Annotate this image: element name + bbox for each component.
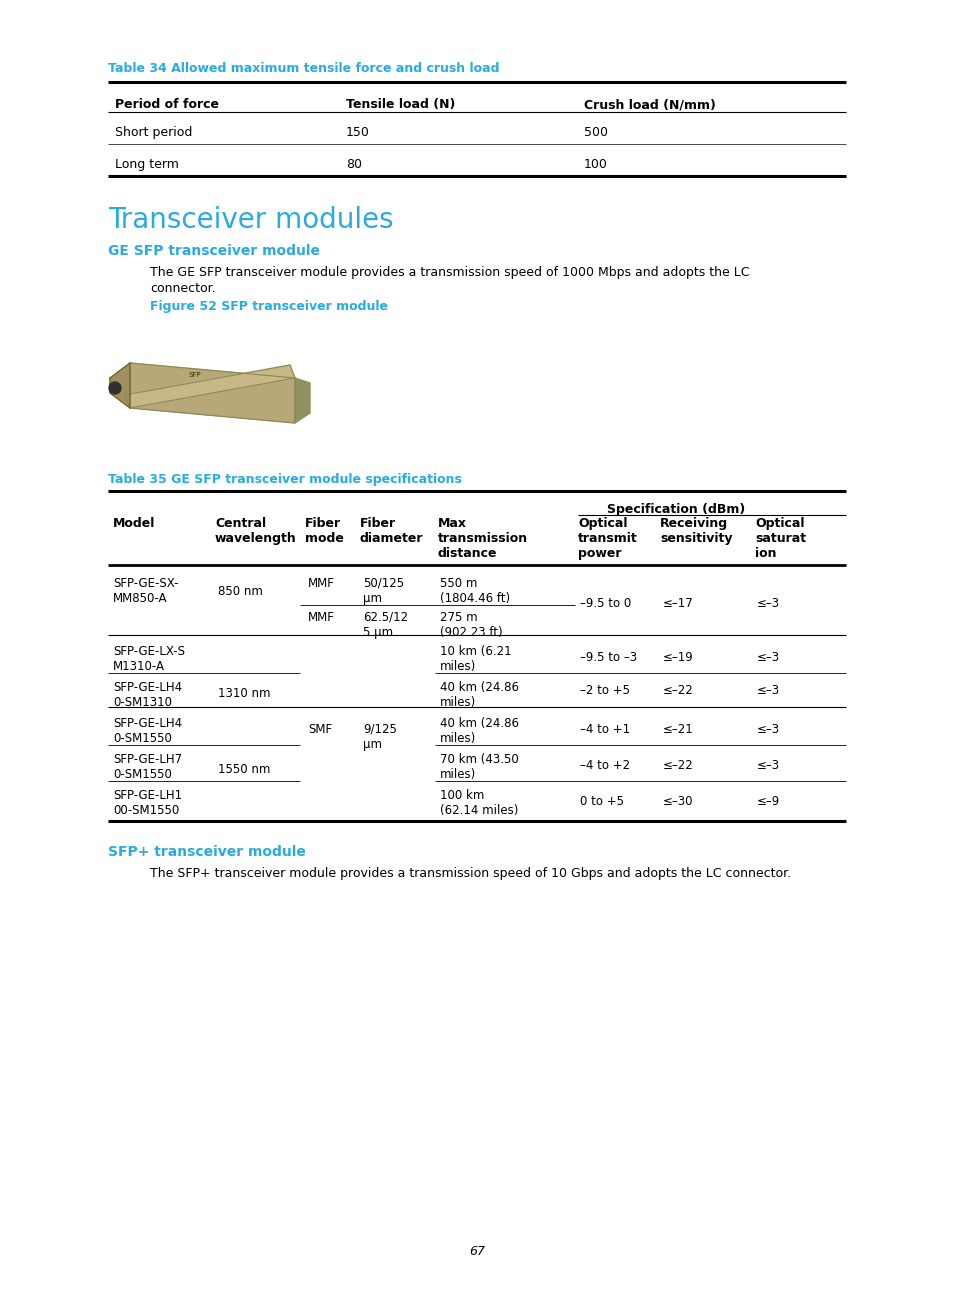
Text: Max
transmission
distance: Max transmission distance [437, 517, 528, 560]
Text: Period of force: Period of force [115, 98, 219, 111]
Text: Specification (dBm): Specification (dBm) [606, 503, 744, 516]
Text: –4 to +1: –4 to +1 [579, 723, 630, 736]
Text: 500: 500 [583, 126, 607, 139]
Text: 62.5/12
5 μm: 62.5/12 5 μm [363, 610, 408, 639]
Polygon shape [130, 363, 294, 422]
Text: 70 km (43.50
miles): 70 km (43.50 miles) [439, 753, 518, 781]
Text: GE SFP transceiver module: GE SFP transceiver module [108, 244, 319, 258]
Text: SFP-GE-SX-
MM850-A: SFP-GE-SX- MM850-A [112, 577, 178, 605]
Text: Receiving
sensitivity: Receiving sensitivity [659, 517, 732, 546]
Text: Model: Model [112, 517, 155, 530]
Text: 9/125
μm: 9/125 μm [363, 723, 396, 750]
Text: Figure 52 SFP transceiver module: Figure 52 SFP transceiver module [150, 299, 388, 314]
Text: 1310 nm: 1310 nm [218, 687, 271, 700]
Text: Fiber
diameter: Fiber diameter [359, 517, 423, 546]
Text: MMF: MMF [308, 610, 335, 623]
Text: ≤–3: ≤–3 [757, 597, 780, 610]
Text: Optical
saturat
ion: Optical saturat ion [754, 517, 805, 560]
Text: SFP-GE-LH1
00-SM1550: SFP-GE-LH1 00-SM1550 [112, 789, 182, 816]
Text: Transceiver modules: Transceiver modules [108, 206, 394, 235]
Text: ≤–30: ≤–30 [662, 794, 693, 807]
Text: SFP-GE-LH4
0-SM1310: SFP-GE-LH4 0-SM1310 [112, 680, 182, 709]
Text: 10 km (6.21
miles): 10 km (6.21 miles) [439, 645, 511, 673]
Text: SFP-GE-LX-S
M1310-A: SFP-GE-LX-S M1310-A [112, 645, 185, 673]
Text: ≤–9: ≤–9 [757, 794, 780, 807]
Text: Fiber
mode: Fiber mode [305, 517, 343, 546]
Circle shape [109, 382, 121, 394]
Polygon shape [294, 378, 310, 422]
Polygon shape [110, 363, 130, 408]
Text: –9.5 to 0: –9.5 to 0 [579, 597, 631, 610]
Text: 550 m
(1804.46 ft): 550 m (1804.46 ft) [439, 577, 510, 605]
Text: SFP-GE-LH4
0-SM1550: SFP-GE-LH4 0-SM1550 [112, 717, 182, 745]
Text: ≤–3: ≤–3 [757, 723, 780, 736]
Text: –4 to +2: –4 to +2 [579, 759, 630, 772]
Text: SMF: SMF [308, 723, 332, 736]
Text: 150: 150 [346, 126, 370, 139]
Text: 40 km (24.86
miles): 40 km (24.86 miles) [439, 717, 518, 745]
Text: 80: 80 [346, 158, 361, 171]
Text: –9.5 to –3: –9.5 to –3 [579, 651, 637, 664]
Text: –2 to +5: –2 to +5 [579, 684, 629, 697]
Text: 1550 nm: 1550 nm [218, 763, 270, 776]
Text: 50/125
μm: 50/125 μm [363, 577, 404, 605]
Text: Long term: Long term [115, 158, 179, 171]
Text: ≤–3: ≤–3 [757, 651, 780, 664]
Text: The GE SFP transceiver module provides a transmission speed of 1000 Mbps and ado: The GE SFP transceiver module provides a… [150, 266, 749, 279]
Text: ≤–3: ≤–3 [757, 759, 780, 772]
Text: Tensile load (N): Tensile load (N) [346, 98, 455, 111]
Polygon shape [125, 365, 294, 408]
Text: ≤–3: ≤–3 [757, 684, 780, 697]
Text: 0 to +5: 0 to +5 [579, 794, 623, 807]
Text: 40 km (24.86
miles): 40 km (24.86 miles) [439, 680, 518, 709]
Text: ≤–17: ≤–17 [662, 597, 693, 610]
Text: SFP+ transceiver module: SFP+ transceiver module [108, 845, 306, 859]
Text: Central
wavelength: Central wavelength [214, 517, 296, 546]
Text: 100: 100 [583, 158, 607, 171]
Text: ≤–19: ≤–19 [662, 651, 693, 664]
Text: SFP: SFP [189, 372, 201, 378]
Text: Table 34 Allowed maximum tensile force and crush load: Table 34 Allowed maximum tensile force a… [108, 62, 499, 75]
Text: Optical
transmit
power: Optical transmit power [578, 517, 638, 560]
Text: Crush load (N/mm): Crush load (N/mm) [583, 98, 715, 111]
Text: 850 nm: 850 nm [218, 584, 263, 597]
Text: 275 m
(902.23 ft): 275 m (902.23 ft) [439, 610, 502, 639]
Text: MMF: MMF [308, 577, 335, 590]
Text: ≤–22: ≤–22 [662, 684, 693, 697]
Text: SFP-GE-LH7
0-SM1550: SFP-GE-LH7 0-SM1550 [112, 753, 182, 781]
Text: Table 35 GE SFP transceiver module specifications: Table 35 GE SFP transceiver module speci… [108, 473, 461, 486]
Text: connector.: connector. [150, 283, 215, 295]
Text: ≤–21: ≤–21 [662, 723, 693, 736]
Text: The SFP+ transceiver module provides a transmission speed of 10 Gbps and adopts : The SFP+ transceiver module provides a t… [150, 867, 790, 880]
Text: 67: 67 [469, 1245, 484, 1258]
Text: 100 km
(62.14 miles): 100 km (62.14 miles) [439, 789, 517, 816]
Text: ≤–22: ≤–22 [662, 759, 693, 772]
Text: Short period: Short period [115, 126, 193, 139]
